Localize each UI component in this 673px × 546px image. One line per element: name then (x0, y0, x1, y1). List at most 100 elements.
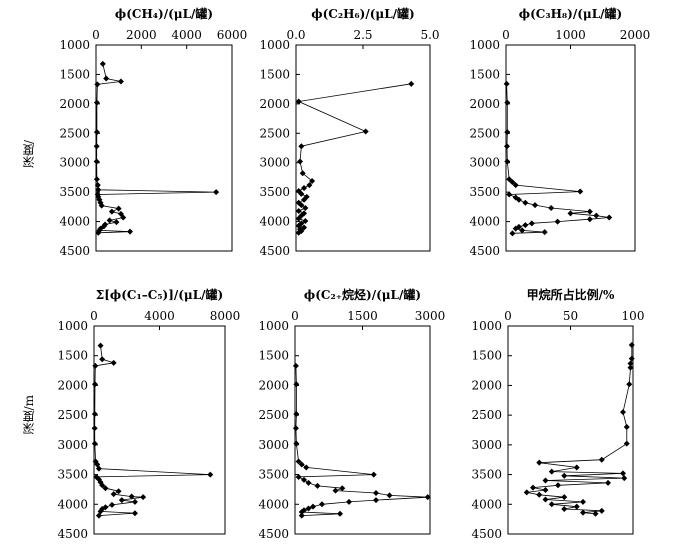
panel-5-ytick-label-7: 4500 (258, 527, 289, 541)
panel-4-point-27 (131, 510, 138, 517)
panel-3-ytick-label-0: 1000 (469, 38, 500, 52)
panel-2-ytick-label-6: 4000 (259, 215, 290, 229)
panel-1-ytick-label-7: 4500 (59, 244, 90, 258)
panel-2-ytick-label-7: 4500 (259, 244, 290, 258)
panel-3-point-8 (577, 188, 584, 195)
panel-6-series-line-0 (526, 345, 633, 515)
panel-3-point-13 (532, 202, 539, 209)
panel-4-point-21 (118, 497, 125, 504)
panel-3-point-5 (506, 176, 513, 183)
panel-1-point-20 (120, 214, 127, 221)
panel-5-xtick-label-2: 3000 (415, 309, 446, 323)
panel-5-point-26 (298, 512, 305, 519)
panel-2-point-1 (295, 98, 302, 105)
panel-4-ytick-label-4: 3000 (57, 438, 88, 452)
panel-6-ytick-label-3: 2500 (471, 408, 502, 422)
panel-3-ytick-label-5: 3500 (469, 185, 500, 199)
panel-6-ytick-label-5: 3500 (471, 468, 502, 482)
panel-4-point-2 (110, 359, 117, 366)
panel-4-point-23 (109, 501, 116, 508)
panel-6-point-18 (530, 484, 536, 491)
panel-4-ytick-label-6: 4000 (57, 497, 88, 511)
panel-2-series-line-0 (297, 83, 412, 234)
panel-3-ytick-label-3: 2500 (469, 126, 500, 140)
panel-1-point-18 (108, 208, 115, 215)
panel-5-point-17 (424, 494, 431, 501)
panel-3-title: ϕ(C₃H₈)/(μL/罐) (519, 6, 622, 21)
panel-5-point-15 (373, 489, 379, 496)
panel-5-ytick-label-3: 2500 (258, 408, 289, 422)
panel-3-point-17 (593, 212, 600, 219)
panel-5-point-19 (346, 498, 352, 505)
panel-3-point-18 (606, 214, 613, 221)
panel-6-ytick-label-0: 1000 (471, 319, 502, 333)
panel-6-title: 甲烷所占比例/% (527, 287, 615, 302)
panel-3-point-22 (522, 222, 529, 229)
panel-4-point-7 (91, 440, 98, 447)
panel-3-frame (505, 44, 636, 252)
panel-4-point-19 (128, 493, 135, 500)
panel-2-point-10 (298, 190, 305, 197)
panel-4-point-20 (140, 494, 147, 501)
panel-3-point-0 (503, 80, 510, 87)
panel-3-point-15 (586, 208, 593, 215)
panel-1-point-28 (95, 229, 102, 236)
panel-6-point-21 (536, 491, 543, 498)
panel-6-xtick-label-0: 0 (504, 309, 512, 323)
panel-5-ytick-label-5: 3500 (258, 468, 289, 482)
panel-6-point-4 (626, 381, 633, 388)
panel-5-point-22 (305, 505, 312, 512)
panel-3-point-19 (586, 216, 593, 223)
panel-4-point-6 (91, 425, 98, 432)
panel-3-xtick-label-2: 2000 (620, 28, 651, 42)
panel-5-point-9 (295, 473, 302, 480)
panel-1-point-4 (93, 99, 100, 106)
panel-2-xtick-label-0: 0.0 (286, 28, 305, 42)
panel-3-point-25 (519, 227, 526, 234)
panel-3-point-11 (515, 196, 522, 203)
panel-1-point-1 (103, 75, 110, 82)
panel-3-ytick-label-6: 4000 (469, 215, 500, 229)
panel-6-point-6 (623, 424, 630, 431)
panel-4-point-5 (91, 410, 98, 417)
panel-6-point-5 (620, 409, 626, 416)
panel-3-ytick-label-1: 1500 (469, 67, 500, 81)
panel-4-ytick-label-0: 1000 (57, 319, 88, 333)
panel-6-point-28 (598, 507, 605, 514)
panel-6-point-3 (627, 364, 634, 371)
panel-4-ytick-label-3: 2500 (57, 408, 88, 422)
panel-6-point-19 (542, 487, 549, 494)
panel-3-ytick-label-7: 4500 (469, 244, 500, 258)
panel-2-point-26 (295, 229, 302, 236)
panel-2-point-0 (408, 80, 415, 87)
panel-1-point-11 (213, 189, 220, 196)
panel-1-ytick-label-4: 3000 (59, 156, 90, 170)
panel-5-point-14 (332, 487, 339, 494)
panel-3-point-6 (509, 179, 516, 186)
panel-6-ytick-label-1: 1500 (471, 349, 502, 363)
panel-3-point-12 (522, 199, 529, 206)
panel-1-point-7 (93, 158, 100, 165)
panel-5-frame (294, 325, 431, 535)
panel-6-point-8 (598, 456, 605, 463)
panel-2-point-7 (306, 182, 313, 189)
panel-6-point-10 (573, 464, 580, 471)
panel-2-ytick-label-0: 1000 (259, 38, 290, 52)
panel-4-point-18 (110, 491, 117, 498)
panel-4-series-line-0 (94, 345, 211, 516)
panel-6-point-14 (621, 475, 628, 482)
panel-4-point-3 (92, 362, 99, 369)
panel-1-series-line-0 (96, 63, 217, 234)
panel-5-point-10 (301, 476, 307, 483)
panel-2-ytick-label-5: 3500 (259, 185, 290, 199)
panel-1-point-16 (98, 202, 105, 209)
panel-1-point-22 (113, 219, 120, 226)
panel-3-point-26 (541, 229, 548, 236)
panel-5-point-21 (310, 503, 316, 510)
panel-2-point-8 (301, 185, 308, 192)
panel-6-point-29 (580, 509, 586, 516)
panel-5-ytick-label-0: 1000 (258, 319, 289, 333)
panel-4-xtick-label-2: 8000 (210, 309, 241, 323)
panel-6-point-0 (628, 342, 635, 349)
panel-1-ytick-label-1: 1500 (59, 67, 90, 81)
